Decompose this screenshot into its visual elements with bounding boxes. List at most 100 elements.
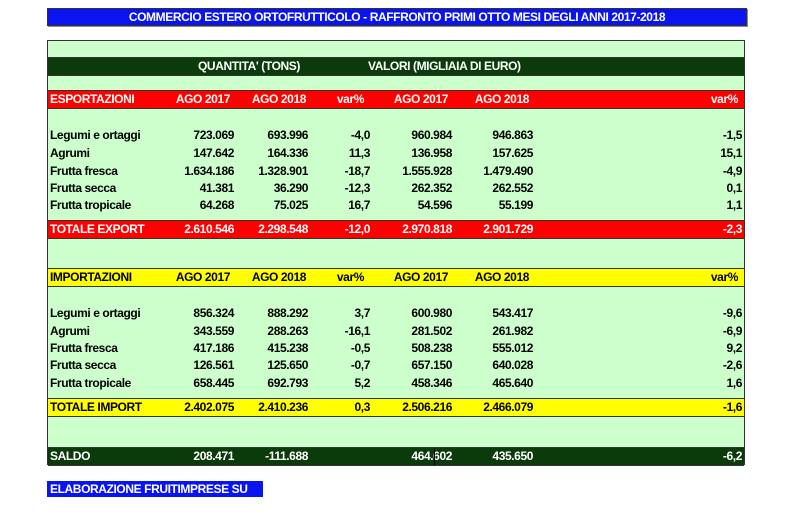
cell-val-2018: 2.466.079 — [483, 400, 533, 414]
cell-val-2017: 657.150 — [411, 358, 452, 372]
cell-label: TOTALE IMPORT — [50, 400, 142, 414]
cell-qty-2017: 856.324 — [193, 306, 234, 320]
cell-val-var: 1,1 — [726, 198, 743, 212]
value-group-header: VALORI (MIGLIAIA DI EURO) — [368, 59, 521, 73]
cell-val-2018: 465.640 — [492, 376, 533, 390]
cell-val-var: -2,3 — [722, 222, 742, 236]
cell-qty-var: -0,5 — [350, 341, 370, 355]
cell-qty-2018: 125.650 — [267, 358, 308, 372]
cell-val-var: -4,9 — [722, 164, 742, 178]
cell-val-2018: 640.028 — [492, 358, 533, 372]
cell-label: SALDO — [50, 449, 91, 463]
cell-label: IMPORTAZIONI — [50, 270, 132, 284]
cell-qty-2018: 693.996 — [267, 128, 308, 142]
trade-table: QUANTITA' (TONS) VALORI (MIGLIAIA DI EUR… — [47, 40, 745, 466]
cell-val-2018: 946.863 — [492, 128, 533, 142]
cell-qty-2018: AGO 2018 — [251, 270, 307, 284]
cell-qty-2017: 2.610.546 — [184, 222, 234, 236]
import-data-row: Frutta tropicale 658.445 692.793 5,2 458.346… — [48, 375, 744, 392]
cell-qty-var: -12,0 — [344, 222, 371, 236]
cell-val-2017: AGO 2017 — [393, 92, 449, 106]
cell-qty-2018: 75.025 — [273, 198, 309, 212]
cell-label: Frutta fresca — [50, 164, 118, 178]
cell-qty-2018: 36.290 — [273, 181, 309, 195]
import-data-row: Agrumi 343.559 288.263 -16,1 281.502 261.982 -… — [48, 323, 744, 340]
cell-qty-2018: 692.793 — [267, 376, 308, 390]
cell-qty-2017: 417.186 — [193, 341, 234, 355]
cell-label: Frutta tropicale — [50, 198, 131, 212]
cell-label: Frutta secca — [50, 181, 116, 195]
cell-val-var: -6,9 — [722, 324, 742, 338]
cell-label: Legumi e ortaggi — [50, 128, 141, 142]
cell-val-2018: 55.199 — [498, 198, 534, 212]
cell-qty-2018: 415.238 — [267, 341, 308, 355]
cell-qty-var: 11,3 — [348, 146, 370, 160]
cell-qty-2017: 64.268 — [199, 198, 235, 212]
cell-val-var: 0,1 — [726, 181, 743, 195]
cell-val-var: 15,1 — [720, 146, 742, 160]
group-header-row: QUANTITA' (TONS) VALORI (MIGLIAIA DI EUR… — [48, 57, 744, 76]
cell-val-2017: 464.602 — [411, 449, 452, 463]
cell-qty-2018: 2.410.236 — [258, 400, 308, 414]
cell-val-2017: 281.502 — [411, 324, 452, 338]
cell-qty-2018: 888.292 — [267, 306, 308, 320]
cell-qty-var: var% — [336, 270, 364, 284]
cell-val-var: 9,2 — [726, 341, 743, 355]
cell-val-var: 1,6 — [726, 376, 743, 390]
export-data-row: Frutta secca 41.381 36.290 -12,3 262.352 262.… — [48, 180, 744, 197]
cell-val-2018: AGO 2018 — [474, 92, 530, 106]
cell-val-var: -1,6 — [722, 400, 742, 414]
export-data-row: Legumi e ortaggi 723.069 693.996 -4,0 960.98… — [48, 127, 744, 144]
cell-val-var: var% — [710, 270, 738, 284]
import-data-row: Frutta fresca 417.186 415.238 -0,5 508.238 55… — [48, 340, 744, 357]
cell-qty-var: -4,0 — [350, 128, 370, 142]
cell-val-2018: 261.982 — [492, 324, 533, 338]
cell-val-2018: 262.552 — [492, 181, 533, 195]
export-data-row: Frutta tropicale 64.268 75.025 16,7 54.596 55… — [48, 197, 744, 214]
report-title: COMMERCIO ESTERO ORTOFRUTTICOLO - RAFFRO… — [47, 8, 747, 26]
cell-val-2018: 2.901.729 — [483, 222, 533, 236]
cell-qty-2017: 343.559 — [193, 324, 234, 338]
cell-qty-var: -0,7 — [350, 358, 370, 372]
export-data-row: Frutta fresca 1.634.186 1.328.901 -18,7 1.55… — [48, 163, 744, 180]
import-data-row: Legumi e ortaggi 856.324 888.292 3,7 600.980… — [48, 305, 744, 322]
import-data-row: Frutta secca 126.561 125.650 -0,7 657.150 640… — [48, 357, 744, 374]
column-divider — [434, 448, 435, 465]
cell-qty-var: var% — [336, 92, 364, 106]
cell-qty-var: 5,2 — [354, 376, 371, 390]
cell-label: Frutta secca — [50, 358, 116, 372]
cell-qty-var: 16,7 — [348, 198, 370, 212]
cell-qty-2017: AGO 2017 — [175, 92, 231, 106]
cell-val-2018: 555.012 — [492, 341, 533, 355]
cell-val-2018: 1.479.490 — [483, 164, 533, 178]
cell-val-var: -1,5 — [722, 128, 742, 142]
cell-val-2017: 262.352 — [411, 181, 452, 195]
cell-val-2017: 1.555.928 — [402, 164, 452, 178]
cell-val-2017: 136.958 — [411, 146, 452, 160]
cell-qty-2017: 1.634.186 — [184, 164, 234, 178]
import-total-row: TOTALE IMPORT 2.402.075 2.410.236 0,3 2.506.… — [48, 398, 744, 417]
cell-qty-2018: 1.328.901 — [258, 164, 308, 178]
cell-qty-2017: 41.381 — [199, 181, 235, 195]
export-data-row: Agrumi 147.642 164.336 11,3 136.958 157.625 15… — [48, 145, 744, 162]
cell-qty-2017: 208.471 — [193, 449, 234, 463]
cell-qty-2017: AGO 2017 — [175, 270, 231, 284]
cell-label: Frutta fresca — [50, 341, 118, 355]
cell-val-2018: 435.650 — [492, 449, 533, 463]
cell-val-var: -2,6 — [722, 358, 742, 372]
cell-val-2018: AGO 2018 — [474, 270, 530, 284]
import-header-row: IMPORTAZIONI AGO 2017 AGO 2018 var% AGO 2017… — [48, 268, 744, 287]
cell-qty-2018: 2.298.548 — [258, 222, 308, 236]
cell-qty-2018: 288.263 — [267, 324, 308, 338]
cell-qty-2017: 658.445 — [193, 376, 234, 390]
cell-qty-var: -12,3 — [344, 181, 371, 195]
cell-qty-2018: -111.688 — [265, 449, 308, 463]
cell-val-2017: 458.346 — [411, 376, 452, 390]
quantity-group-header: QUANTITA' (TONS) — [198, 59, 300, 73]
cell-val-2017: 600.980 — [411, 306, 452, 320]
cell-qty-2018: 164.336 — [267, 146, 308, 160]
cell-qty-2017: 723.069 — [193, 128, 234, 142]
cell-qty-var: -16,1 — [344, 324, 371, 338]
cell-label: Legumi e ortaggi — [50, 306, 141, 320]
saldo-row: SALDO 208.471 -111.688 464.602 435.650 -6,2 — [48, 447, 744, 466]
